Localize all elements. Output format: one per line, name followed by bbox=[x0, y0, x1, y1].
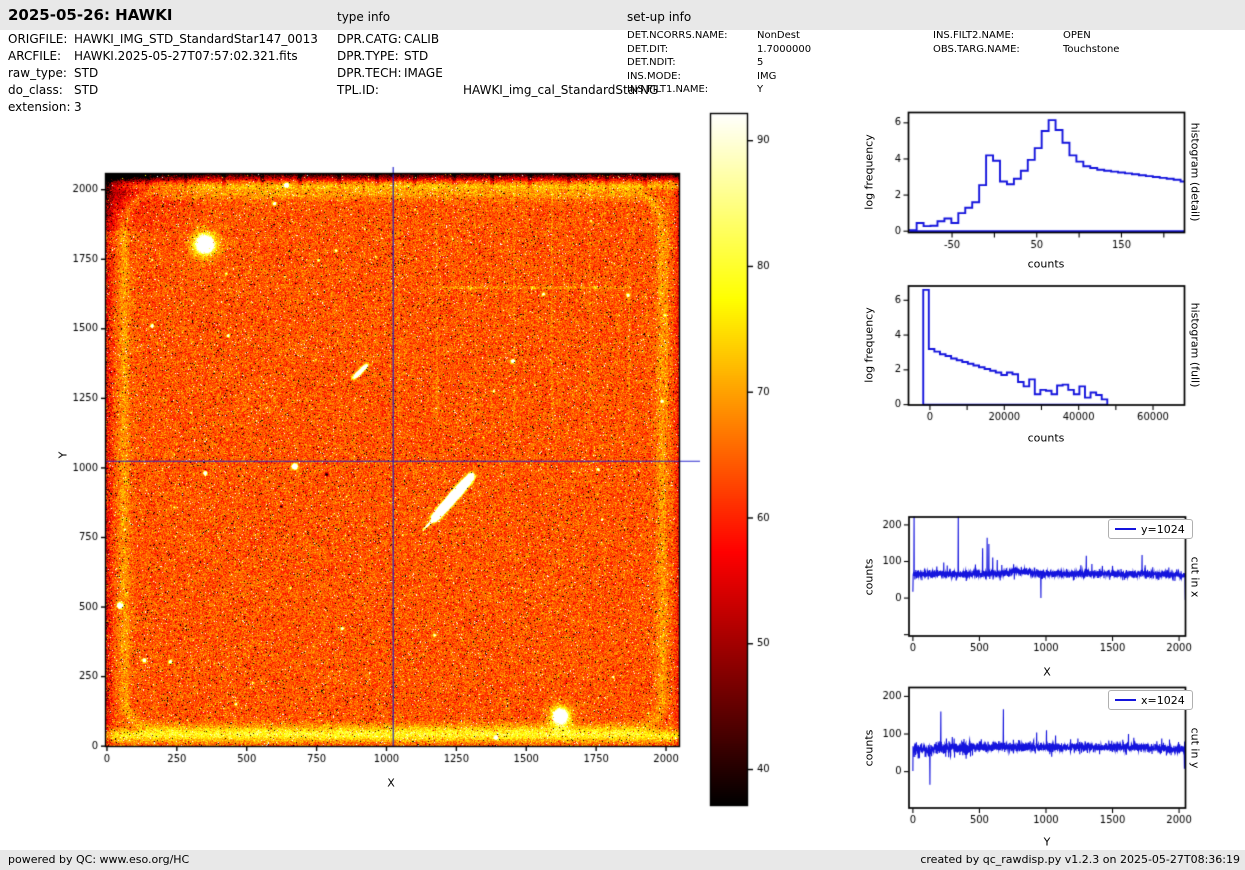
cut-x-legend-label: y=1024 bbox=[1141, 522, 1185, 536]
info-label: raw_type: bbox=[8, 66, 67, 80]
info-label: DPR.TECH: bbox=[337, 66, 402, 80]
info-value: IMAGE bbox=[404, 66, 443, 80]
info-value: STD bbox=[74, 83, 99, 97]
info-label: do_class: bbox=[8, 83, 63, 97]
page-title: 2025-05-26: HAWKI bbox=[8, 6, 173, 24]
info-value: Y bbox=[757, 84, 764, 95]
main-image-y-axis-label: Y bbox=[56, 451, 70, 459]
footer-right-text: created by qc_rawdisp.py v1.2.3 on 2025-… bbox=[920, 853, 1240, 866]
info-value: STD bbox=[404, 49, 429, 63]
info-label: extension: bbox=[8, 100, 71, 114]
info-value: HAWKI_img_cal_StandardStarNG bbox=[463, 83, 659, 97]
hist-full-y-label: log frequency bbox=[862, 307, 876, 383]
info-value: 5 bbox=[757, 57, 764, 68]
info-label: DET.NCORRS.NAME: bbox=[627, 30, 728, 41]
legend-line-swatch bbox=[1115, 699, 1136, 701]
info-value: CALIB bbox=[404, 32, 440, 46]
cut-x-legend: y=1024 bbox=[1108, 519, 1193, 539]
info-value: STD bbox=[74, 66, 99, 80]
info-value: Touchstone bbox=[1063, 43, 1120, 55]
legend-line-swatch bbox=[1115, 528, 1136, 530]
info-label: ARCFILE: bbox=[8, 49, 62, 63]
info-label: INS.MODE: bbox=[627, 70, 681, 82]
info-value: IMG bbox=[757, 70, 777, 82]
info-value: NonDest bbox=[757, 30, 800, 41]
info-label: ORIGFILE: bbox=[8, 32, 68, 46]
info-label: DET.NDIT: bbox=[627, 57, 676, 68]
cut-x-x-label: X bbox=[1043, 665, 1051, 679]
info-value: 1.7000000 bbox=[757, 43, 812, 55]
info-value: HAWKI_IMG_STD_StandardStar147_0013 bbox=[74, 32, 318, 46]
cut-x-right-label: cut in x bbox=[1188, 556, 1202, 598]
cut-y-legend: x=1024 bbox=[1108, 690, 1193, 710]
info-label: OBS.TARG.NAME: bbox=[933, 43, 1020, 55]
info-value: HAWKI.2025-05-27T07:57:02.321.fits bbox=[74, 49, 298, 63]
main-image-x-axis-label: X bbox=[387, 776, 395, 790]
cut-y-y-label: counts bbox=[862, 729, 876, 767]
cut-y-x-label: Y bbox=[1043, 835, 1051, 849]
info-label: TPL.ID: bbox=[337, 83, 379, 97]
footer-bar bbox=[0, 850, 1245, 870]
info-label: DET.DIT: bbox=[627, 43, 669, 55]
cut-y-legend-label: x=1024 bbox=[1141, 693, 1185, 707]
header-bar bbox=[0, 0, 1245, 30]
hist-detail-y-label: log frequency bbox=[862, 134, 876, 210]
footer-left-text: powered by QC: www.eso.org/HC bbox=[8, 853, 190, 866]
info-label: INS.FILT1.NAME: bbox=[627, 84, 709, 95]
cut-x-y-label: counts bbox=[862, 558, 876, 596]
info-value: OPEN bbox=[1063, 30, 1091, 41]
hist-detail-right-label: histogram (detail) bbox=[1188, 122, 1202, 222]
cut-y-right-label: cut in y bbox=[1188, 727, 1202, 769]
info-value: 3 bbox=[74, 100, 82, 114]
info-label: DPR.TYPE: bbox=[337, 49, 399, 63]
hist-detail-x-label: counts bbox=[1027, 257, 1065, 271]
setup-info-title: set-up info bbox=[627, 10, 692, 24]
hist-full-x-label: counts bbox=[1027, 431, 1065, 445]
info-label: DPR.CATG: bbox=[337, 32, 402, 46]
type-info-title: type info bbox=[337, 10, 391, 24]
info-label: INS.FILT2.NAME: bbox=[933, 30, 1015, 41]
hist-full-right-label: histogram (full) bbox=[1188, 302, 1202, 388]
